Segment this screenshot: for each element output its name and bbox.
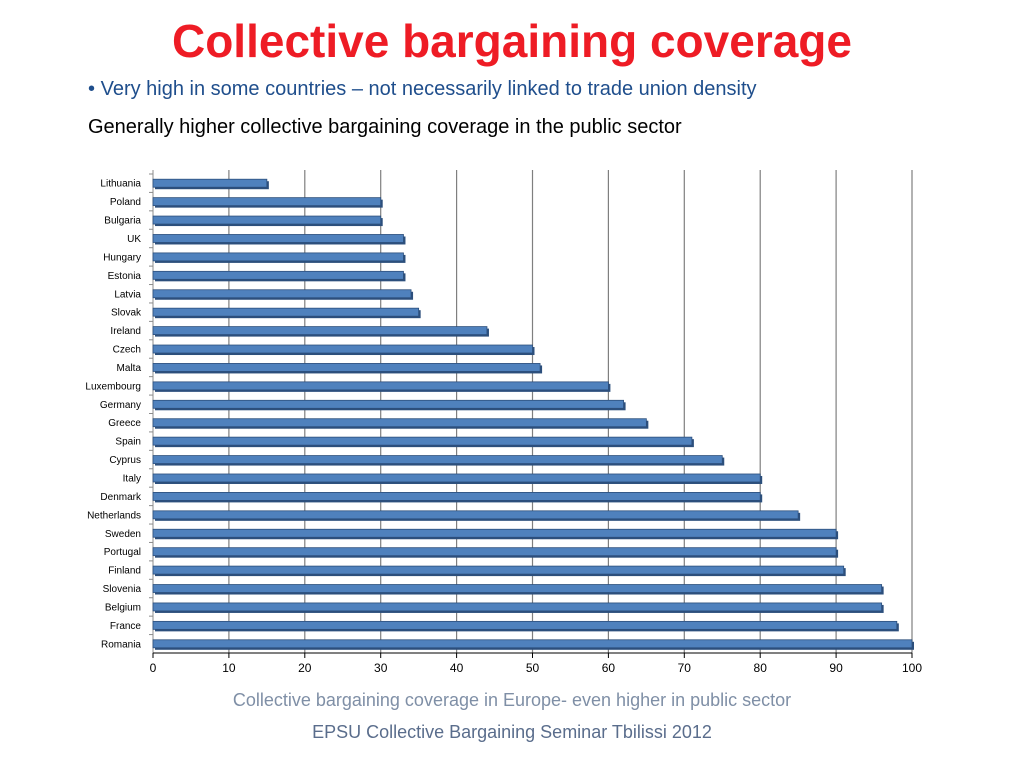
category-label: Malta — [117, 363, 142, 374]
footer-caption: Collective bargaining coverage in Europe… — [232, 690, 792, 710]
bar-romania — [152, 639, 913, 649]
category-label: Slovak — [111, 308, 142, 319]
category-label: Czech — [113, 345, 141, 356]
x-tick-label: 60 — [602, 661, 616, 675]
x-tick-label: 70 — [678, 661, 692, 675]
category-label: Sweden — [105, 529, 141, 540]
category-label: Finland — [108, 566, 141, 577]
bar-lithuania — [152, 178, 268, 188]
x-tick-label: 10 — [222, 661, 236, 675]
category-label: Netherlands — [87, 510, 141, 521]
x-tick-label: 90 — [829, 661, 843, 675]
bar-italy — [152, 473, 761, 483]
bar-cyprus — [152, 455, 723, 464]
category-label: Portugal — [104, 547, 141, 558]
bar-sweden — [152, 528, 837, 538]
bar-ireland — [152, 326, 488, 335]
coverage-bar-chart: Lithuania Poland Bulgaria UK Hungary Estonia L… — [85, 170, 922, 675]
category-label: Cyprus — [109, 455, 141, 466]
bar-uk — [152, 234, 404, 243]
slide-title: Collective bargaining coverage — [171, 15, 852, 67]
category-label: Bulgaria — [104, 216, 141, 227]
bar-greece — [152, 418, 647, 428]
bar-czech — [152, 344, 533, 354]
bar-germany — [152, 399, 624, 409]
category-label: Belgium — [105, 602, 141, 613]
x-tick-label: 80 — [754, 661, 768, 675]
bar-hungary — [152, 252, 404, 262]
bullet-point: • Very high in some countries – not nece… — [88, 78, 757, 101]
category-label: Hungary — [103, 252, 141, 263]
category-label: Greece — [108, 418, 141, 429]
bar-poland — [152, 197, 382, 207]
category-label: Denmark — [100, 492, 142, 503]
bar-netherlands — [152, 510, 799, 520]
bullet-text: Very high in some countries – not necess… — [100, 78, 757, 100]
bullet-mark: • — [88, 78, 96, 100]
footer-event: EPSU Collective Bargaining Seminar Tbili… — [312, 722, 712, 742]
bar-slovak — [152, 307, 420, 317]
category-label: Slovenia — [103, 584, 142, 595]
bar-estonia — [152, 270, 404, 280]
category-label: Spain — [115, 437, 141, 448]
category-label: Luxembourg — [85, 381, 141, 392]
bar-finland — [152, 565, 845, 575]
category-label: Poland — [110, 197, 141, 208]
category-label: Ireland — [110, 326, 141, 337]
bar-denmark — [152, 492, 761, 501]
x-tick-label: 50 — [526, 661, 540, 675]
category-label: Romania — [101, 639, 141, 650]
category-label: Lithuania — [100, 179, 141, 190]
bar-slovenia — [152, 584, 883, 593]
bar-latvia — [152, 289, 412, 299]
bar-bulgaria — [152, 215, 382, 225]
bar-luxembourg — [152, 381, 609, 391]
bar-france — [152, 620, 898, 630]
x-tick-label: 40 — [450, 661, 464, 675]
bar-spain — [152, 436, 693, 446]
category-label: Italy — [123, 473, 141, 484]
bar-malta — [152, 363, 541, 372]
category-label: Estonia — [108, 271, 142, 282]
x-tick-label: 100 — [902, 661, 922, 675]
subtitle-line: Generally higher collective bargaining c… — [88, 116, 682, 138]
category-label: Latvia — [114, 289, 141, 300]
category-label: UK — [127, 234, 141, 245]
bar-belgium — [152, 602, 883, 612]
category-label: France — [110, 621, 142, 632]
x-tick-label: 0 — [150, 661, 157, 675]
bar-portugal — [152, 547, 837, 557]
x-tick-label: 20 — [298, 661, 312, 675]
x-tick-label: 30 — [374, 661, 388, 675]
category-label: Germany — [100, 400, 141, 411]
